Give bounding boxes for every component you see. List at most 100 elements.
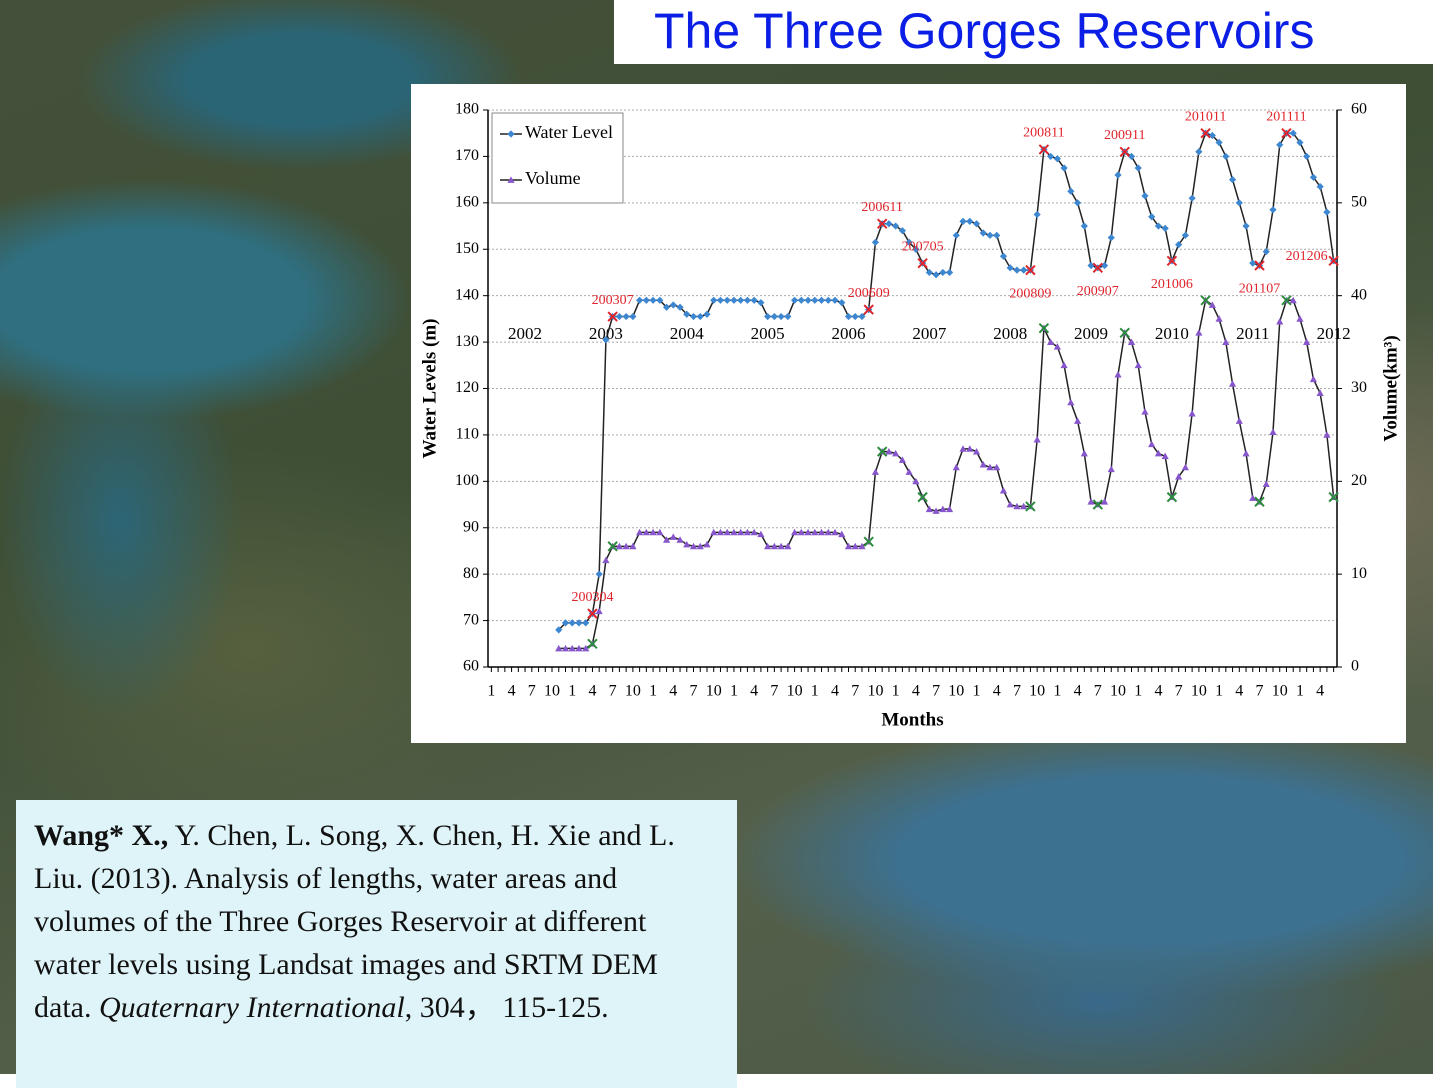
point bbox=[1175, 241, 1183, 249]
point bbox=[1309, 375, 1318, 383]
x-tick-label: 7 bbox=[690, 683, 698, 700]
point bbox=[784, 542, 792, 550]
citation-pages: , 304， 115-125. bbox=[404, 991, 609, 1024]
x-tick-label: 7 bbox=[1175, 683, 1183, 700]
point bbox=[1134, 361, 1142, 369]
point bbox=[885, 220, 893, 228]
point bbox=[730, 296, 738, 304]
highlight-label: 200609 bbox=[848, 286, 890, 301]
x-tick-label: 4 bbox=[993, 683, 1001, 700]
y2-tick-label: 40 bbox=[1351, 286, 1367, 303]
point bbox=[1249, 259, 1257, 267]
x-tick-label: 4 bbox=[1154, 683, 1162, 700]
point bbox=[622, 312, 630, 321]
point bbox=[1107, 234, 1115, 242]
point bbox=[1269, 428, 1277, 436]
point bbox=[777, 312, 785, 321]
point bbox=[703, 310, 711, 318]
volume-highlight bbox=[1254, 496, 1265, 507]
point bbox=[750, 296, 758, 304]
point bbox=[1228, 380, 1237, 387]
point bbox=[1296, 315, 1304, 322]
year-label: 2009 bbox=[1074, 324, 1108, 343]
point bbox=[993, 463, 1001, 471]
y-tick-label: 60 bbox=[463, 658, 479, 675]
x-tick-label: 1 bbox=[973, 683, 981, 700]
x-tick-label: 4 bbox=[912, 683, 920, 700]
point bbox=[871, 468, 880, 475]
x-tick-label: 10 bbox=[1272, 683, 1288, 700]
point bbox=[1154, 449, 1163, 457]
point bbox=[1053, 155, 1061, 163]
y2-tick-label: 0 bbox=[1351, 658, 1359, 675]
point bbox=[1073, 417, 1082, 424]
volume-highlight bbox=[917, 491, 928, 503]
point bbox=[1235, 199, 1243, 207]
point bbox=[676, 303, 684, 311]
y2-tick-label: 10 bbox=[1351, 565, 1367, 582]
point bbox=[777, 542, 785, 550]
point bbox=[1141, 408, 1149, 415]
legend-box bbox=[491, 112, 624, 204]
point bbox=[898, 456, 906, 463]
point bbox=[945, 505, 954, 513]
point bbox=[979, 229, 987, 237]
point bbox=[1087, 261, 1095, 270]
point bbox=[1316, 389, 1324, 397]
year-label: 2012 bbox=[1317, 324, 1351, 343]
x-tick-label: 4 bbox=[588, 683, 596, 700]
y-axis-title: Water Levels (m) bbox=[419, 319, 440, 459]
point bbox=[1276, 318, 1284, 325]
point bbox=[1100, 261, 1109, 270]
x-tick-label: 7 bbox=[1094, 683, 1102, 700]
point bbox=[737, 528, 745, 536]
point bbox=[669, 533, 677, 540]
level-highlight bbox=[1025, 264, 1036, 276]
y-tick-label: 80 bbox=[463, 565, 479, 582]
x-tick-label: 10 bbox=[1191, 683, 1207, 700]
year-label: 2010 bbox=[1155, 324, 1189, 343]
x-tick-label: 1 bbox=[811, 683, 819, 700]
point bbox=[966, 217, 974, 225]
volume-highlight bbox=[1200, 295, 1211, 306]
volume-highlight bbox=[1025, 501, 1036, 512]
point bbox=[790, 296, 799, 304]
point bbox=[912, 477, 920, 485]
point bbox=[582, 644, 590, 652]
point bbox=[1161, 224, 1169, 232]
volume-highlight bbox=[607, 541, 618, 552]
point bbox=[1222, 338, 1230, 345]
citation-journal: Quaternary International bbox=[98, 991, 405, 1024]
legend-label: Water Level bbox=[525, 122, 613, 142]
x-tick-label: 1 bbox=[730, 683, 738, 700]
volume-highlight bbox=[863, 536, 874, 547]
point bbox=[1134, 164, 1142, 172]
x-tick-label: 4 bbox=[1316, 683, 1324, 700]
point bbox=[723, 296, 731, 304]
point bbox=[622, 542, 630, 550]
point bbox=[1100, 498, 1109, 505]
point bbox=[555, 626, 563, 634]
point bbox=[932, 507, 940, 514]
point bbox=[743, 296, 752, 304]
year-label: 2005 bbox=[751, 324, 785, 343]
point bbox=[1208, 301, 1216, 308]
point bbox=[986, 463, 994, 471]
x-tick-label: 1 bbox=[1296, 683, 1304, 700]
volume-highlight bbox=[587, 638, 598, 649]
volume-highlight bbox=[1166, 491, 1178, 503]
point bbox=[1188, 409, 1196, 417]
point bbox=[1060, 164, 1068, 172]
point bbox=[1269, 206, 1277, 214]
point bbox=[757, 299, 765, 307]
level-highlight bbox=[1281, 128, 1292, 139]
y-tick-label: 130 bbox=[455, 333, 479, 350]
citation-text: Y. Chen, L. Song, X. Chen, H. Xie and L.… bbox=[34, 819, 675, 1024]
point bbox=[1303, 338, 1311, 345]
point bbox=[710, 528, 718, 536]
point bbox=[737, 296, 745, 304]
x-tick-label: 1 bbox=[892, 683, 900, 700]
point bbox=[716, 296, 725, 304]
point bbox=[972, 220, 981, 228]
